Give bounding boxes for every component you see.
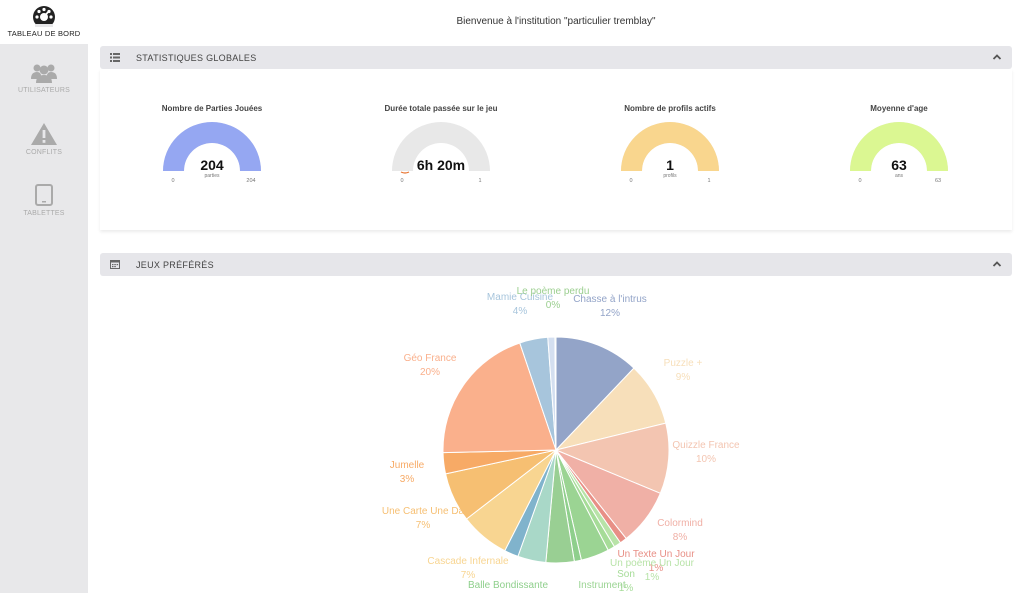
pie-label-name: Cascade Infernale — [427, 556, 509, 567]
gauge-min: 0 — [400, 178, 403, 183]
pie-label-name: Quizzle France — [672, 440, 740, 451]
sidebar-item-users[interactable]: UTILISATEURS — [0, 62, 88, 102]
games-panel: JEUX PRÉFÉRÉS Chasse à l'intrus 12% Puzzle… — [100, 253, 1012, 593]
list-icon — [110, 53, 120, 62]
pie-label-name: Jumelle — [390, 460, 425, 471]
tablet-icon — [35, 184, 53, 206]
gauge-title: Durée totale passée sur le jeu — [384, 104, 498, 113]
pie-label-percent: 1% — [645, 572, 660, 583]
pie-chart: Chasse à l'intrus 12% Puzzle + 9% Quizzle Fr… — [382, 286, 740, 593]
pie-label-percent: 4% — [513, 306, 528, 317]
gauge-unit: parties — [204, 173, 220, 179]
sidebar-item-label: TABLETTES — [23, 210, 65, 217]
gauge-title: Moyenne d'age — [870, 104, 928, 113]
panel-title: STATISTIQUES GLOBALES — [136, 53, 257, 63]
gauge-arc: 6h 20m 0 1 — [392, 122, 490, 183]
gauge-fill — [621, 122, 719, 171]
pie-label-name: Un poème Un Jour — [610, 558, 695, 569]
users-icon — [31, 64, 57, 83]
pie-label-name: Puzzle + — [664, 358, 703, 369]
gauge-max: 1 — [478, 178, 481, 183]
sidebar-item-label: CONFLITS — [25, 149, 63, 156]
chevron-up-icon[interactable] — [992, 259, 1002, 269]
pie-label-name: Un Texte Un Jour — [617, 549, 695, 560]
pie-label-percent: 10% — [696, 454, 716, 465]
warning-icon — [31, 123, 57, 145]
calendar-icon — [110, 260, 120, 269]
stat-gauge: Nombre de profils actifs 1 profils 0 1 — [570, 104, 770, 183]
gauge-max: 63 — [935, 178, 941, 183]
stat-gauge: Durée totale passée sur le jeu 6h 20m 0 1 — [341, 104, 541, 183]
gauge-min: 0 — [629, 178, 632, 183]
chevron-up-icon[interactable] — [992, 52, 1002, 62]
stats-panel-body: Nombre de Parties Jouées 204 parties 0 204 Du… — [100, 69, 1012, 230]
gauge-value: 63 — [891, 157, 907, 173]
sidebar: TABLEAU DE BORD UTILISATEURS CONFLITS TA… — [0, 0, 88, 593]
gauge-max: 204 — [246, 178, 255, 183]
sidebar-item-tablets[interactable]: TABLETTES — [0, 184, 88, 224]
pie-label-percent: 1% — [619, 583, 634, 593]
favorite-games-chart: Chasse à l'intrus 12% Puzzle + 9% Quizzle Fr… — [100, 276, 1012, 593]
sidebar-item-dashboard[interactable]: TABLEAU DE BORD — [0, 0, 88, 44]
pie-label-name: Chasse à l'intrus — [573, 294, 647, 305]
pie-slice — [554, 422, 670, 495]
pie-slice — [555, 336, 635, 452]
welcome-message: Bienvenue à l'institution "particulier t… — [456, 16, 656, 27]
dashboard-gauge-icon — [33, 6, 55, 27]
pie-label-name: Le poème perdu — [517, 286, 590, 297]
gauge-min: 0 — [858, 178, 861, 183]
gauge-value: 204 — [200, 157, 224, 173]
pie-label-percent: 7% — [461, 570, 476, 581]
gauge-min: 0 — [171, 178, 174, 183]
pie-label-percent: 7% — [416, 520, 431, 531]
pie-label-name: Une Carte Une Da — [382, 506, 465, 517]
pie-label-percent: 1% — [649, 563, 664, 574]
gauge-value: 1 — [666, 157, 674, 173]
pie-label-name: Géo France — [404, 353, 457, 364]
pie-label-percent: 20% — [420, 367, 440, 378]
sidebar-item-conflicts[interactable]: CONFLITS — [0, 122, 88, 162]
pie-label-percent: 0% — [546, 300, 561, 311]
pie-label-name: Son — [617, 569, 635, 580]
pie-slice — [554, 336, 557, 451]
pie-label-percent: 3% — [400, 474, 415, 485]
gauge-unit: ans — [895, 173, 904, 179]
gauge-fill — [163, 122, 261, 171]
pie-label-name: Instrument — [578, 580, 625, 591]
pie-label-name: Balle Bondissante — [468, 580, 548, 591]
stat-gauge: Nombre de Parties Jouées 204 parties 0 204 — [112, 104, 312, 183]
games-panel-header: JEUX PRÉFÉRÉS — [100, 253, 1012, 276]
pie-label-name: Colormind — [657, 518, 703, 529]
sidebar-item-label: TABLEAU DE BORD — [7, 29, 81, 38]
gauge-title: Nombre de profils actifs — [624, 104, 716, 113]
pie-label-name: Mamie Cuisine — [487, 292, 554, 303]
pie-label-percent: 12% — [600, 308, 620, 319]
gauge-track — [392, 122, 490, 171]
gauge-title: Nombre de Parties Jouées — [161, 104, 263, 113]
stats-panel: STATISTIQUES GLOBALES Nombre de Parties … — [100, 46, 1012, 230]
sidebar-item-label: UTILISATEURS — [17, 87, 71, 94]
gauge-fill — [850, 122, 948, 171]
pie-label-percent: 9% — [676, 372, 691, 383]
pie-slice — [442, 342, 557, 454]
panel-title: JEUX PRÉFÉRÉS — [136, 260, 214, 270]
gauge-value: 6h 20m — [417, 157, 465, 173]
gauge-max: 1 — [707, 178, 710, 183]
gauge-zero-marker — [400, 171, 410, 174]
gauge-unit: profils — [663, 173, 677, 179]
stat-gauge: Moyenne d'age 63 ans 0 63 — [799, 104, 999, 183]
pie-label-percent: 8% — [673, 532, 688, 543]
stats-panel-header: STATISTIQUES GLOBALES — [100, 46, 1012, 69]
